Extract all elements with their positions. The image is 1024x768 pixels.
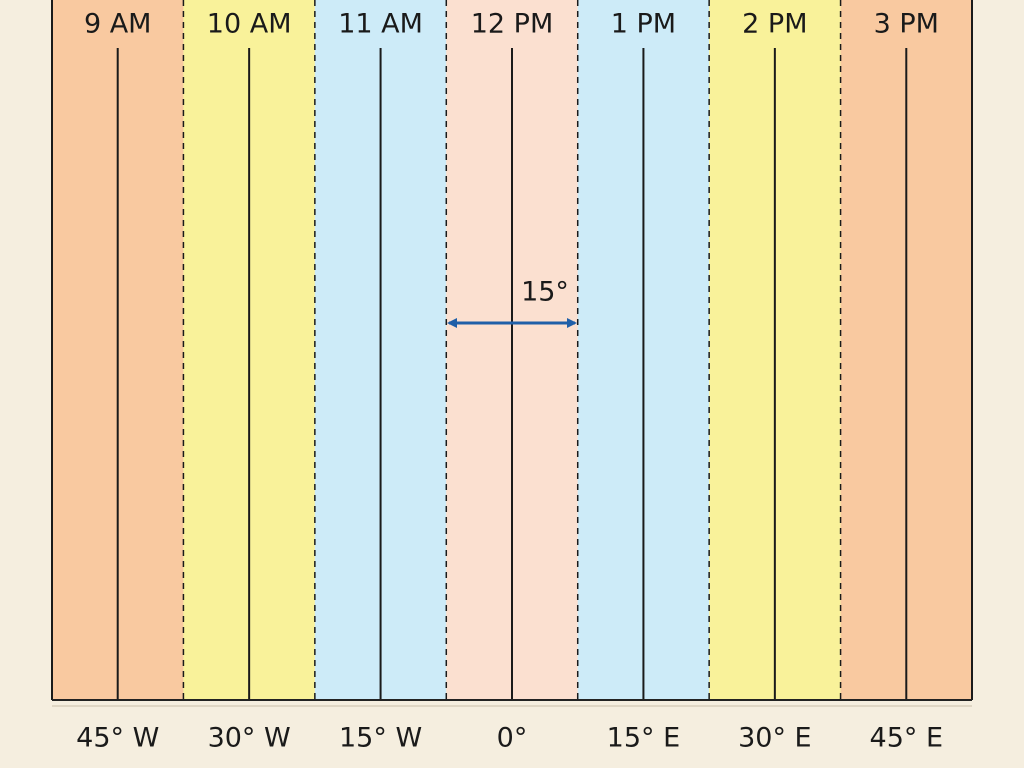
zone-labels: 9 AM 45° W 10 AM 30° W 11 AM 15° W 12 PM 0° 1 PM…	[76, 9, 943, 754]
longitude-label: 0°	[497, 723, 528, 754]
longitude-label: 45° E	[870, 723, 944, 754]
time-label: 10 AM	[207, 9, 292, 40]
longitude-label: 45° W	[76, 723, 159, 754]
zone-bands	[51, 0, 973, 700]
time-label: 3 PM	[874, 9, 939, 40]
time-label: 1 PM	[611, 9, 676, 40]
longitude-label: 30° W	[208, 723, 291, 754]
time-label: 9 AM	[84, 9, 152, 40]
longitude-label: 30° E	[738, 723, 812, 754]
time-label: 2 PM	[742, 9, 807, 40]
time-label: 12 PM	[471, 9, 554, 40]
time-label: 11 AM	[338, 9, 423, 40]
span-label: 15°	[521, 277, 569, 308]
longitude-label: 15° W	[339, 723, 422, 754]
longitude-label: 15° E	[607, 723, 681, 754]
